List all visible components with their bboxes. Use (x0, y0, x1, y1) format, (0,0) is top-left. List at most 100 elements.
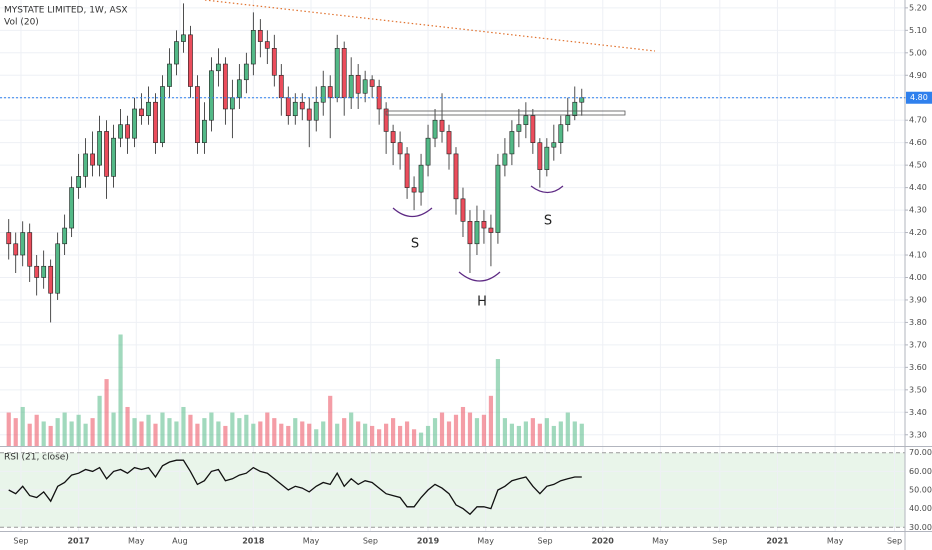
candle-body (264, 41, 270, 49)
volume-bar (244, 414, 249, 446)
volume-bar (300, 421, 305, 446)
candle-body (411, 187, 417, 193)
volume-bar (481, 414, 487, 446)
candle-body (558, 124, 564, 143)
volume-bar (579, 423, 584, 446)
candle-body (202, 119, 207, 143)
trend-line (204, 0, 656, 52)
volume-bar (251, 423, 256, 446)
candle-body (243, 63, 249, 81)
volume-bar (258, 421, 263, 446)
y-tick-label: 5.10 (909, 26, 927, 35)
candle-body (348, 74, 354, 99)
x-tick-label: Sep (712, 537, 727, 546)
volume-bar (439, 412, 445, 446)
candle-body (278, 74, 284, 99)
volume-bar (286, 425, 291, 446)
candle-body (299, 101, 305, 110)
x-tick-label: 2021 (766, 537, 789, 546)
x-tick-label: May (652, 537, 669, 546)
volume-bar (139, 421, 144, 446)
candle-body (544, 146, 550, 170)
candle-body (257, 30, 263, 42)
volume-bar (314, 429, 319, 446)
rsi-tick-label: 40.00 (909, 504, 932, 513)
candle-body (27, 232, 33, 267)
candle-body (222, 63, 228, 110)
candle-body (188, 34, 193, 87)
volume-bar (209, 412, 214, 446)
candle-body (146, 101, 151, 117)
volume-bar (530, 418, 535, 446)
candle-body (181, 34, 186, 42)
volume-bar (397, 425, 403, 446)
volume-bar (230, 412, 235, 446)
candle-body (48, 265, 54, 294)
candle-body (516, 124, 522, 132)
volume-bar (167, 418, 172, 446)
x-tick-label: 2019 (417, 537, 440, 546)
candle-body (502, 153, 508, 166)
volume-bar (432, 418, 438, 446)
volume-bar (523, 421, 528, 446)
candle-body (118, 124, 123, 139)
volume-bar (34, 414, 39, 446)
volume-bar (509, 423, 514, 446)
x-tick-label: Aug (172, 537, 188, 546)
last-price-box (906, 91, 932, 104)
volume-bar (195, 423, 200, 446)
candle-body (292, 101, 298, 117)
volume-bar (474, 418, 480, 446)
candle-body (195, 86, 200, 143)
candle-body (460, 198, 466, 222)
candle-body (174, 41, 179, 65)
x-tick-label: May (303, 537, 320, 546)
y-tick-label: 4.50 (909, 161, 927, 170)
volume-bar (223, 425, 228, 446)
y-tick-label: 4.90 (909, 71, 927, 80)
volume-bar (356, 421, 361, 446)
x-tick-label: 2017 (67, 537, 89, 546)
y-tick-label: 4.10 (909, 251, 927, 260)
candle-body (209, 70, 214, 121)
candle-body (76, 176, 82, 188)
last-price-label: 4.80 (910, 93, 928, 102)
volume-bar (370, 425, 375, 446)
candle-body (453, 153, 459, 200)
rsi-tick-label: 50.00 (909, 486, 932, 495)
volume-bar (76, 414, 81, 446)
volume-bar (558, 421, 563, 446)
volume-bar (293, 418, 298, 446)
x-tick-label: Sep (13, 537, 28, 546)
volume-bar (111, 412, 116, 446)
x-tick-label: Sep (887, 537, 902, 546)
neckline-box (385, 110, 626, 116)
volume-bar (572, 421, 577, 446)
volume-bar (237, 418, 242, 446)
candle-body (111, 137, 116, 177)
candle-body (467, 221, 473, 245)
candle-body (327, 86, 333, 99)
candle-body (341, 48, 347, 99)
candle-body (439, 119, 445, 132)
head-arc (458, 271, 501, 282)
rsi-line (8, 459, 582, 516)
candle-body (132, 108, 137, 139)
y-tick-label: 3.40 (909, 408, 927, 417)
candle-body (215, 63, 221, 72)
candle-body (579, 97, 585, 103)
volume-bar (391, 418, 396, 446)
volume-bar (188, 414, 193, 446)
candle-body (41, 265, 47, 278)
candle-body (369, 79, 375, 87)
shoulder-arc (530, 185, 564, 194)
candle-body (313, 101, 319, 121)
y-tick-label: 4.30 (909, 206, 927, 215)
candle-body (446, 131, 452, 155)
candle-body (13, 243, 19, 256)
candle-body (62, 227, 68, 245)
y-tick-label: 4.00 (909, 273, 927, 282)
volume-bar (342, 418, 347, 446)
volume-bar (349, 412, 354, 446)
candle-body (34, 265, 40, 278)
